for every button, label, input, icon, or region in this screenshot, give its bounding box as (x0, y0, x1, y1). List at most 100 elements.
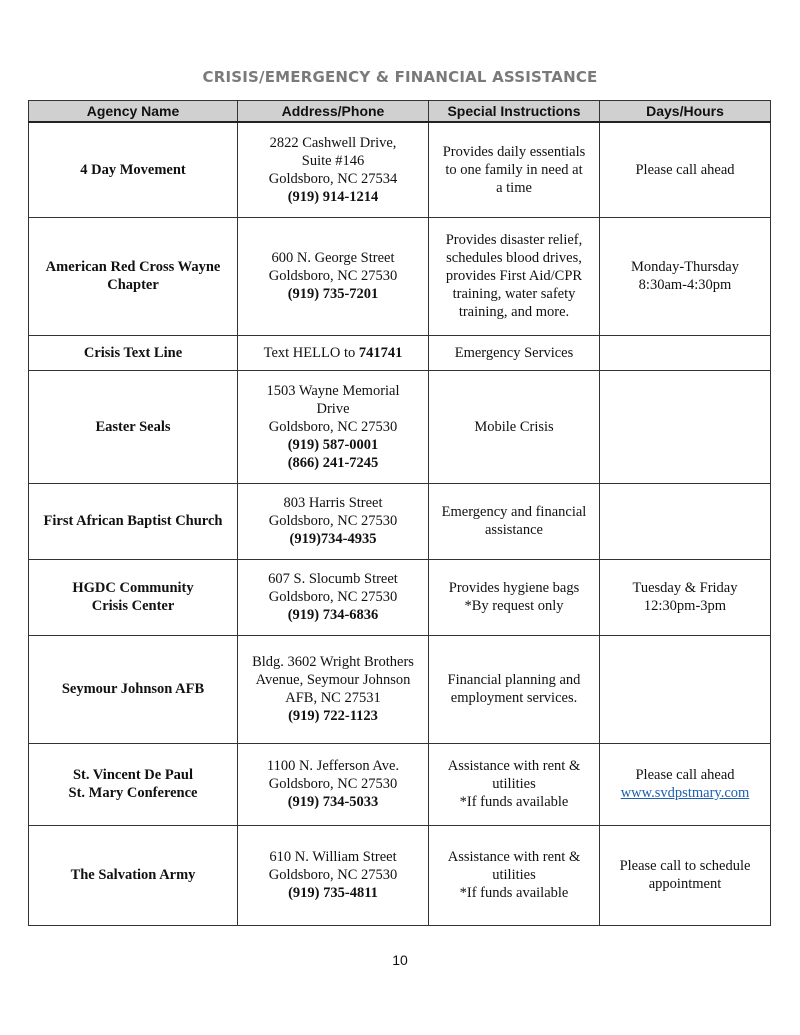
table-row: The Salvation Army 610 N. William Street G… (28, 824, 771, 926)
instruction-line: Provides hygiene bags (448, 580, 580, 596)
address-text: Suite #146 (301, 152, 365, 169)
hours-line: Please call to schedule (619, 858, 751, 874)
address-phone-cell: Bldg. 3602 Wright Brothers Avenue, Seymou… (237, 634, 429, 744)
address-text: Bldg. 3602 Wright Brothers (252, 654, 414, 670)
instruction-line: Provides disaster relief, (445, 232, 583, 248)
days-hours-cell: Monday-Thursday 8:30am-4:30pm (599, 216, 771, 336)
agency-name-line: The Salvation Army (70, 867, 196, 883)
address-line: (919) 722-1123 (242, 707, 424, 725)
address-line: (919) 587-0001 (242, 436, 424, 454)
address-text: 607 S. Slocumb Street (268, 571, 398, 587)
agency-name-cell: The Salvation Army (28, 824, 238, 926)
address-line: 1503 Wayne Memorial (242, 382, 424, 400)
table-row: HGDC Community Crisis Center 607 S. Slocum… (28, 558, 771, 636)
instruction-line: Emergency and financial (441, 504, 587, 520)
address-text: Goldsboro, NC 27534 (268, 170, 398, 187)
hours-line: www.svdpstmary.com (604, 784, 766, 802)
address-text: 1100 N. Jefferson Ave. (266, 758, 400, 774)
header-days-hours: Days/Hours (599, 100, 771, 123)
instruction-line: assistance (485, 522, 543, 538)
page-title: CRISIS/EMERGENCY & FINANCIAL ASSISTANCE (202, 68, 598, 86)
hours-line: Please call ahead (635, 767, 735, 783)
table-row: Seymour Johnson AFB Bldg. 3602 Wright Bro… (28, 634, 771, 744)
hours-line: Monday-Thursday (631, 259, 739, 275)
special-instructions-cell: Provides hygiene bags *By request only (428, 558, 600, 636)
address-line: (919) 734-5033 (242, 793, 424, 811)
instruction-line: a time (496, 179, 532, 196)
phone-text: (919) 914-1214 (287, 188, 379, 205)
agency-name-cell: Seymour Johnson AFB (28, 634, 238, 744)
header-address-phone: Address/Phone (237, 100, 429, 123)
instruction-line: Emergency Services (454, 344, 574, 361)
address-line: Drive (242, 400, 424, 418)
address-phone-cell: 1503 Wayne Memorial Drive Goldsboro, NC 27… (237, 369, 429, 484)
address-text: 600 N. George Street (271, 250, 395, 266)
instruction-line: *If funds available (459, 794, 569, 810)
address-line: Goldsboro, NC 27530 (242, 418, 424, 436)
address-phone-cell: 607 S. Slocumb Street Goldsboro, NC 27530… (237, 558, 429, 636)
assistance-table: Agency Name Address/Phone Special Instru… (28, 100, 771, 926)
agency-name-line: St. Vincent De Paul (72, 767, 194, 783)
agency-name-line: HGDC Community (72, 580, 194, 596)
instruction-line: Financial planning and (447, 672, 581, 688)
address-line: 1100 N. Jefferson Ave. (242, 757, 424, 775)
agency-name-line: Crisis Text Line (83, 344, 183, 361)
agency-name-cell: American Red Cross Wayne Chapter (28, 216, 238, 336)
special-instructions-cell: Emergency and financial assistance (428, 482, 600, 560)
address-line: Suite #146 (242, 152, 424, 170)
address-line: AFB, NC 27531 (242, 689, 424, 707)
address-line: Goldsboro, NC 27534 (242, 170, 424, 188)
address-line: Avenue, Seymour Johnson (242, 671, 424, 689)
address-line: (866) 241-7245 (242, 454, 424, 472)
days-hours-cell: Please call ahead www.svdpstmary.com (599, 742, 771, 826)
table-row: 4 Day Movement 2822 Cashwell Drive, Suite … (28, 121, 771, 218)
special-instructions-cell: Mobile Crisis (428, 369, 600, 484)
table-header-row: Agency Name Address/Phone Special Instru… (28, 100, 771, 123)
instruction-line: schedules blood drives, (446, 250, 582, 266)
instruction-line: Provides daily essentials (442, 143, 586, 160)
agency-name-line: St. Mary Conference (68, 785, 198, 801)
hours-line: Tuesday & Friday (632, 580, 738, 596)
agency-name-cell: HGDC Community Crisis Center (28, 558, 238, 636)
table-row: St. Vincent De Paul St. Mary Conference 11… (28, 742, 771, 826)
address-text: Goldsboro, NC 27530 (268, 268, 398, 284)
header-agency-name: Agency Name (28, 100, 238, 123)
address-text: 1503 Wayne Memorial (266, 382, 400, 399)
agency-name-line: American Red Cross Wayne (45, 259, 221, 275)
phone-text: (919)734-4935 (289, 531, 377, 547)
address-line: 610 N. William Street (242, 848, 424, 866)
instruction-line: training, water safety (452, 286, 576, 302)
instruction-line: utilities (492, 867, 536, 883)
phone-text: 741741 (358, 344, 403, 361)
days-hours-cell (599, 334, 771, 371)
special-instructions-cell: Provides disaster relief, schedules blood… (428, 216, 600, 336)
phone-text: (919) 587-0001 (287, 436, 379, 453)
agency-name-cell: Crisis Text Line (28, 334, 238, 371)
agency-name-cell: St. Vincent De Paul St. Mary Conference (28, 742, 238, 826)
agency-name-cell: 4 Day Movement (28, 121, 238, 218)
table-row: American Red Cross Wayne Chapter 600 N. Ge… (28, 216, 771, 336)
hours-line: 12:30pm-3pm (643, 598, 727, 614)
address-line: 2822 Cashwell Drive, (242, 134, 424, 152)
instruction-line: provides First Aid/CPR (445, 268, 583, 284)
hours-line: Please call ahead (635, 161, 735, 178)
hours-line: appointment (648, 876, 722, 892)
address-text: Goldsboro, NC 27530 (268, 776, 398, 792)
address-text: AFB, NC 27531 (285, 690, 381, 706)
address-text: Goldsboro, NC 27530 (268, 867, 398, 883)
address-line: 803 Harris Street (242, 494, 424, 512)
website-link[interactable]: www.svdpstmary.com (620, 785, 750, 801)
address-line: Goldsboro, NC 27530 (242, 512, 424, 530)
address-text: Text HELLO to (263, 344, 359, 361)
agency-name-line: 4 Day Movement (80, 161, 186, 178)
phone-text: (919) 735-7201 (287, 286, 379, 302)
address-line: Bldg. 3602 Wright Brothers (242, 653, 424, 671)
agency-name-line: Chapter (107, 277, 159, 293)
special-instructions-cell: Provides daily essentials to one family i… (428, 121, 600, 218)
agency-name-line: Easter Seals (95, 418, 171, 435)
instruction-line: utilities (492, 776, 536, 792)
address-line: (919) 734-6836 (242, 606, 424, 624)
table-row: Crisis Text Line Text HELLO to 741741 Emer… (28, 334, 771, 371)
address-phone-cell: 803 Harris Street Goldsboro, NC 27530 (919… (237, 482, 429, 560)
address-text: Goldsboro, NC 27530 (268, 418, 398, 435)
